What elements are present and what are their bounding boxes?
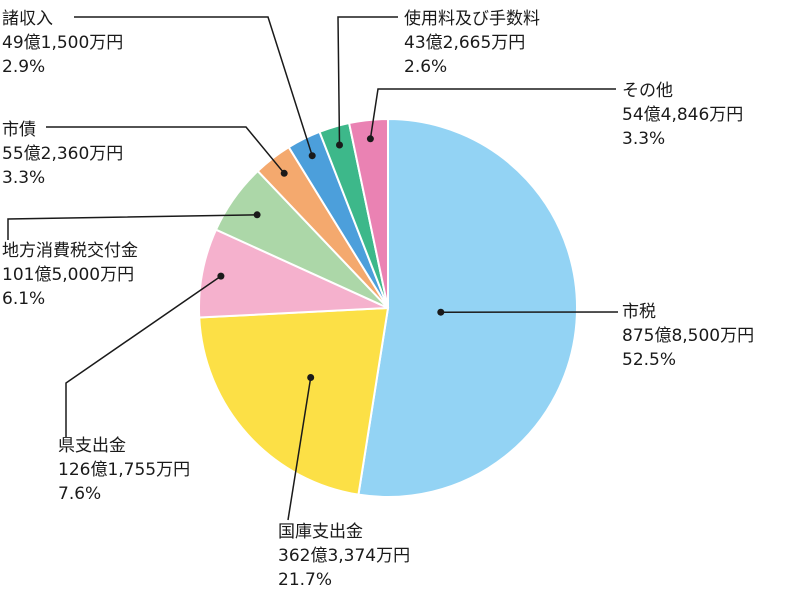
- leader-line: [46, 126, 285, 174]
- label-chihou-shouhizei-koufukin: 地方消費税交付金 101億5,000万円 6.1%: [2, 241, 138, 309]
- label-shisai: 市債 55億2,360万円 3.3%: [2, 120, 123, 188]
- label-ken-shishutsukin: 県支出金 126億1,755万円 7.6%: [58, 436, 190, 504]
- label-shoshuunyuu: 諸収入 49億1,500万円 2.9%: [2, 9, 123, 77]
- slice-name: 地方消費税交付金: [2, 241, 138, 261]
- slice-percent: 7.6%: [58, 484, 101, 504]
- leader-line: [369, 88, 616, 139]
- leader-dot: [280, 169, 288, 177]
- leader-dot: [437, 308, 445, 316]
- pie-slice: [347, 117, 389, 309]
- slice-amount: 101億5,000万円: [2, 265, 134, 285]
- slice-name: その他: [622, 81, 673, 101]
- slice-name: 県支出金: [58, 436, 126, 456]
- leader-line: [287, 377, 312, 521]
- slice-amount: 362億3,374万円: [278, 546, 410, 566]
- slice-name: 市税: [622, 302, 656, 322]
- label-shizei: 市税 875億8,500万円 52.5%: [622, 302, 754, 370]
- label-kokko-shishutsukin: 国庫支出金 362億3,374万円 21.7%: [278, 522, 410, 590]
- pie-slice: [357, 117, 579, 498]
- label-shiyouryou-tesuuryou: 使用料及び手数料 43億2,665万円 2.6%: [404, 8, 540, 77]
- leader-line: [74, 16, 313, 156]
- leader-line: [65, 275, 222, 437]
- pie-slice: [198, 306, 390, 496]
- slice-name: 使用料及び手数料: [404, 8, 540, 29]
- slice-amount: 126億1,755万円: [58, 460, 190, 480]
- slice-amount: 54億4,846万円: [622, 105, 743, 125]
- slice-amount: 49億1,500万円: [2, 33, 123, 53]
- leader-dot: [308, 152, 316, 160]
- leader-dot: [336, 141, 343, 149]
- leader-dot: [253, 211, 261, 219]
- leader-line: [7, 214, 258, 240]
- label-sonota: その他 54億4,846万円 3.3%: [622, 81, 743, 149]
- slice-name: 市債: [2, 120, 36, 140]
- slice-percent: 6.1%: [2, 289, 45, 309]
- leader-dot: [366, 135, 374, 143]
- leader-line: [337, 16, 398, 146]
- slice-amount: 55億2,360万円: [2, 144, 123, 164]
- slice-percent: 3.3%: [622, 129, 665, 149]
- slice-percent: 2.9%: [2, 57, 45, 77]
- slice-amount: 43億2,665万円: [404, 33, 525, 53]
- pie-slices: [198, 117, 579, 498]
- leader-dot: [307, 374, 315, 381]
- slice-name: 諸収入: [2, 9, 53, 29]
- slice-amount: 875億8,500万円: [622, 326, 754, 346]
- slice-percent: 21.7%: [278, 570, 332, 590]
- slice-name: 国庫支出金: [278, 522, 363, 542]
- slice-percent: 3.3%: [2, 168, 45, 188]
- leader-dot: [217, 272, 225, 280]
- leader-lines: [7, 16, 619, 521]
- slice-percent: 2.6%: [404, 57, 447, 77]
- slice-percent: 52.5%: [622, 350, 676, 370]
